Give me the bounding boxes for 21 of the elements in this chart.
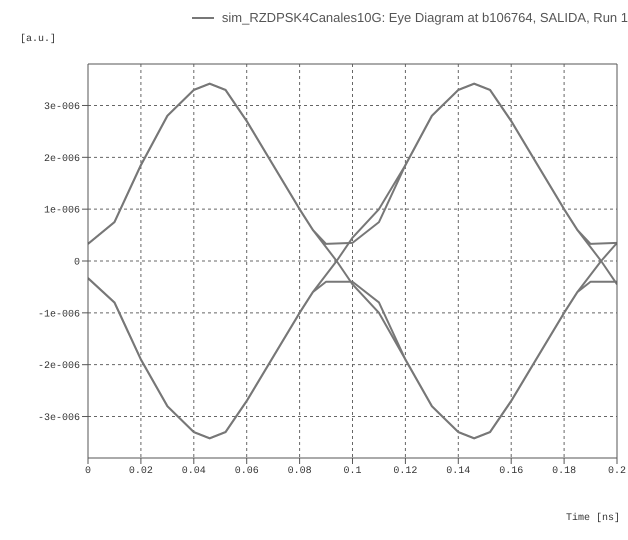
y-tick-label: -1e-006 (38, 309, 80, 320)
legend-label: sim_RZDPSK4Canales10G: Eye Diagram at b106764, SALIDA, Run 1 (222, 10, 628, 25)
x-tick-label: 0.12 (393, 466, 418, 478)
y-axis-title: [a.u.] (20, 34, 56, 45)
y-tick-label: 1e-006 (44, 206, 80, 217)
x-tick-label: 0.2 (608, 466, 626, 478)
y-tick-label: 3e-006 (44, 102, 80, 114)
x-tick-label: 0.02 (128, 466, 153, 478)
x-tick-label: 0.06 (234, 466, 259, 478)
y-tick-label: 2e-006 (44, 154, 80, 165)
x-tick-label: 0.08 (288, 466, 312, 478)
y-tick-label: -3e-006 (38, 413, 80, 424)
x-tick-label: 0.16 (499, 466, 524, 478)
y-tick-label: -2e-006 (38, 361, 80, 372)
x-tick-label: 0 (84, 466, 92, 478)
x-tick-label: 0.04 (182, 466, 206, 478)
x-tick-label: 0.18 (552, 466, 576, 478)
y-tick-label: 0 (74, 258, 80, 269)
x-tick-label: 0.14 (446, 466, 470, 478)
x-axis-title: Time [ns] (566, 513, 620, 524)
x-tick-label: 0.1 (343, 466, 362, 478)
